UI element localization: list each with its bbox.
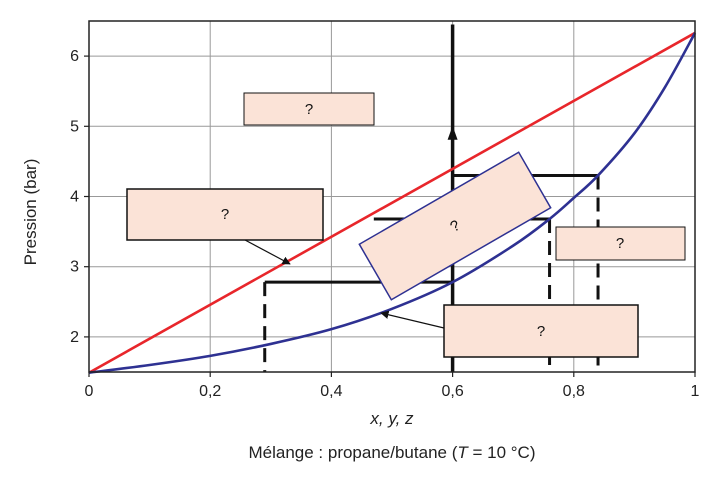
annotation-box-bottom: ? <box>443 304 639 358</box>
y-tick-label: 3 <box>70 259 79 276</box>
arrow-to-red-line <box>244 239 291 265</box>
series-group <box>88 31 697 374</box>
y-tick-label: 4 <box>70 189 79 206</box>
annotation-box-right: ? <box>555 226 686 261</box>
x-tick-label: 1 <box>691 383 700 400</box>
x-tick-label: 0,2 <box>199 383 221 400</box>
x-tick-label: 0,6 <box>441 383 463 400</box>
series-line-red <box>88 31 696 374</box>
annotation-box-rotated: ? <box>358 151 552 301</box>
chart-caption: Mélange : propane/butane (T = 10 °C) <box>248 443 535 462</box>
x-tick-label: 0 <box>85 383 94 400</box>
caption-temperature-var: T <box>457 443 469 462</box>
annotation-box-left: ? <box>126 188 324 241</box>
arrow-to-blue-curve <box>380 310 445 329</box>
annotation-box-right-text: ? <box>616 235 624 252</box>
annotation-box-bottom-text: ? <box>537 323 545 340</box>
series-curve-blue <box>88 32 697 374</box>
annotation-box-top-text: ? <box>305 101 313 118</box>
x-tick-label: 0,4 <box>320 383 342 400</box>
annotation-box-left-text: ? <box>221 206 229 223</box>
x-tick-label: 0,8 <box>563 383 585 400</box>
annotation-box-top: ? <box>243 92 375 126</box>
y-tick-label: 6 <box>70 48 79 65</box>
y-tick-label: 2 <box>70 329 79 346</box>
x-axis-label: x, y, z <box>369 409 414 428</box>
y-tick-label: 5 <box>70 118 79 135</box>
caption-suffix: = 10 °C) <box>468 443 536 462</box>
tick-labels: 0 0,2 0,4 0,6 0,8 1 2 3 4 5 6 <box>70 48 699 400</box>
caption-prefix: Mélange : propane/butane ( <box>248 443 457 462</box>
composition-arrow-head <box>447 125 458 140</box>
y-axis-label: Pression (bar) <box>21 159 40 266</box>
